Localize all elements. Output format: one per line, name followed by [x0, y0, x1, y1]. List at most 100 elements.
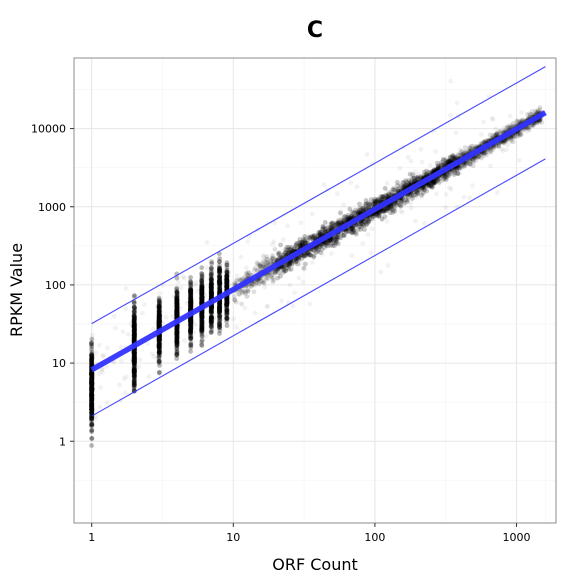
- data-point: [217, 323, 222, 329]
- data-point: [188, 288, 193, 294]
- data-point: [157, 303, 162, 308]
- data-point: [157, 304, 162, 310]
- data-point: [89, 386, 95, 391]
- data-point: [174, 329, 180, 335]
- data-point: [156, 310, 162, 316]
- data-point: [188, 300, 193, 306]
- data-point: [188, 290, 194, 295]
- data-point: [89, 403, 94, 409]
- data-point: [174, 331, 180, 337]
- data-point: [455, 152, 460, 158]
- data-point: [217, 280, 223, 286]
- data-point: [208, 324, 214, 330]
- data-point: [209, 281, 215, 286]
- data-point: [209, 309, 214, 314]
- data-point: [89, 386, 95, 392]
- data-point: [275, 251, 281, 257]
- data-point: [199, 290, 205, 296]
- data-point: [209, 261, 215, 266]
- data-point: [156, 316, 162, 322]
- data-point: [174, 311, 180, 316]
- data-point: [174, 339, 180, 345]
- data-point: [443, 191, 449, 197]
- data-point: [132, 380, 137, 386]
- data-point: [131, 357, 137, 363]
- data-point: [288, 266, 294, 272]
- data-point: [188, 298, 193, 304]
- data-point: [131, 337, 137, 342]
- data-point: [131, 315, 137, 320]
- data-point: [132, 335, 137, 341]
- data-point: [156, 301, 162, 307]
- data-point: [170, 314, 176, 319]
- data-point: [209, 304, 214, 310]
- data-point: [209, 304, 215, 310]
- data-point: [156, 295, 162, 301]
- data-point: [188, 297, 194, 303]
- data-point: [89, 403, 94, 409]
- data-point: [156, 305, 162, 311]
- data-point: [208, 319, 214, 325]
- data-point: [89, 361, 95, 367]
- data-point: [89, 398, 94, 403]
- data-point: [188, 330, 194, 336]
- data-point: [89, 372, 94, 378]
- data-point: [156, 320, 162, 326]
- data-point: [188, 296, 193, 301]
- data-point: [174, 298, 180, 304]
- data-point: [199, 318, 205, 324]
- data-point: [89, 396, 95, 402]
- data-point: [188, 316, 193, 322]
- data-point: [89, 393, 94, 399]
- data-point: [378, 269, 384, 275]
- data-point: [89, 371, 94, 377]
- data-point: [132, 332, 137, 338]
- data-point: [299, 239, 304, 245]
- data-point: [156, 358, 162, 364]
- data-point: [226, 270, 232, 275]
- data-point: [89, 353, 94, 359]
- data-point: [89, 381, 95, 387]
- data-point: [174, 312, 180, 317]
- data-point: [89, 393, 94, 399]
- data-point: [234, 273, 240, 279]
- data-point: [188, 302, 193, 308]
- data-point: [217, 286, 223, 292]
- data-point: [188, 319, 194, 325]
- data-point: [261, 253, 266, 259]
- data-point: [208, 329, 214, 335]
- data-point: [89, 416, 95, 422]
- data-point: [174, 312, 180, 318]
- data-point: [216, 285, 222, 291]
- data-point: [217, 288, 223, 294]
- data-point: [208, 282, 214, 288]
- data-point: [174, 310, 180, 316]
- data-point: [156, 320, 162, 326]
- data-point: [199, 311, 205, 317]
- data-point: [199, 320, 205, 325]
- data-point: [131, 308, 137, 314]
- data-point: [89, 341, 94, 347]
- data-point: [311, 254, 317, 260]
- data-point: [208, 291, 214, 296]
- data-point: [156, 324, 162, 329]
- data-point: [217, 301, 222, 307]
- data-point: [188, 325, 194, 331]
- data-point: [209, 285, 214, 290]
- data-point: [89, 403, 94, 408]
- data-point: [188, 297, 194, 302]
- data-point: [89, 421, 95, 427]
- data-point: [209, 272, 214, 278]
- data-point: [89, 355, 94, 361]
- data-point: [199, 314, 205, 320]
- data-point: [156, 303, 162, 309]
- data-point: [243, 265, 249, 271]
- data-point: [174, 310, 180, 316]
- data-point: [174, 339, 180, 344]
- data-point: [132, 308, 137, 313]
- data-point: [156, 319, 162, 324]
- data-point: [89, 404, 95, 410]
- data-point: [199, 299, 205, 305]
- data-point: [174, 325, 180, 331]
- data-point: [89, 385, 95, 391]
